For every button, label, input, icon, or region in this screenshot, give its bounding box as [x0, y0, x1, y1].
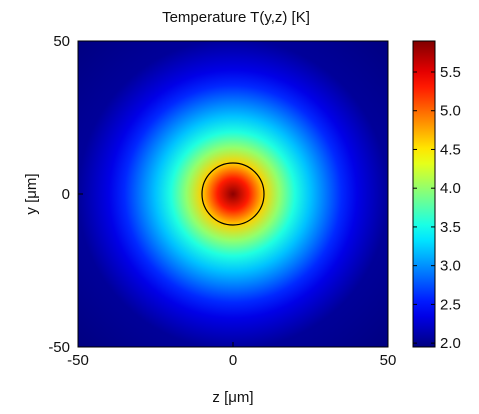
- x-tick-label: 50: [380, 352, 397, 369]
- colorbar-tick-label: 4.5: [440, 141, 461, 158]
- x-axis-label: z [μm]: [212, 389, 253, 406]
- y-axis-label: y [μm]: [23, 173, 40, 214]
- y-tick-label: -50: [48, 339, 70, 356]
- colorbar-tick-label: 3.0: [440, 258, 461, 275]
- colorbar-tick-label: 4.0: [440, 180, 461, 197]
- chart-title: Temperature T(y,z) [K]: [162, 9, 310, 26]
- y-tick-label: 50: [53, 33, 70, 50]
- heatmap-field: [78, 41, 388, 347]
- colorbar-tick-label: 2.0: [440, 335, 461, 352]
- x-tick-label: 0: [229, 352, 237, 369]
- x-axis: -50 0 50: [67, 342, 396, 369]
- colorbar-tick-label: 3.5: [440, 219, 461, 236]
- colorbar-ticks: 2.0 2.5 3.0 3.5 4.0 4.5 5.0 5.5: [413, 64, 461, 352]
- y-axis: 50 0 -50: [48, 33, 83, 356]
- colorbar: 2.0 2.5 3.0 3.5 4.0 4.5 5.0 5.5: [412, 40, 461, 352]
- colorbar-tick-label: 2.5: [440, 296, 461, 313]
- colorbar-gradient: [412, 40, 436, 348]
- colorbar-tick-label: 5.0: [440, 103, 461, 120]
- temperature-contour: [201, 162, 265, 226]
- colorbar-tick-label: 5.5: [440, 64, 461, 81]
- plot-area: [77, 40, 389, 348]
- x-tick-label: -50: [67, 352, 89, 369]
- y-tick-label: 0: [62, 186, 70, 203]
